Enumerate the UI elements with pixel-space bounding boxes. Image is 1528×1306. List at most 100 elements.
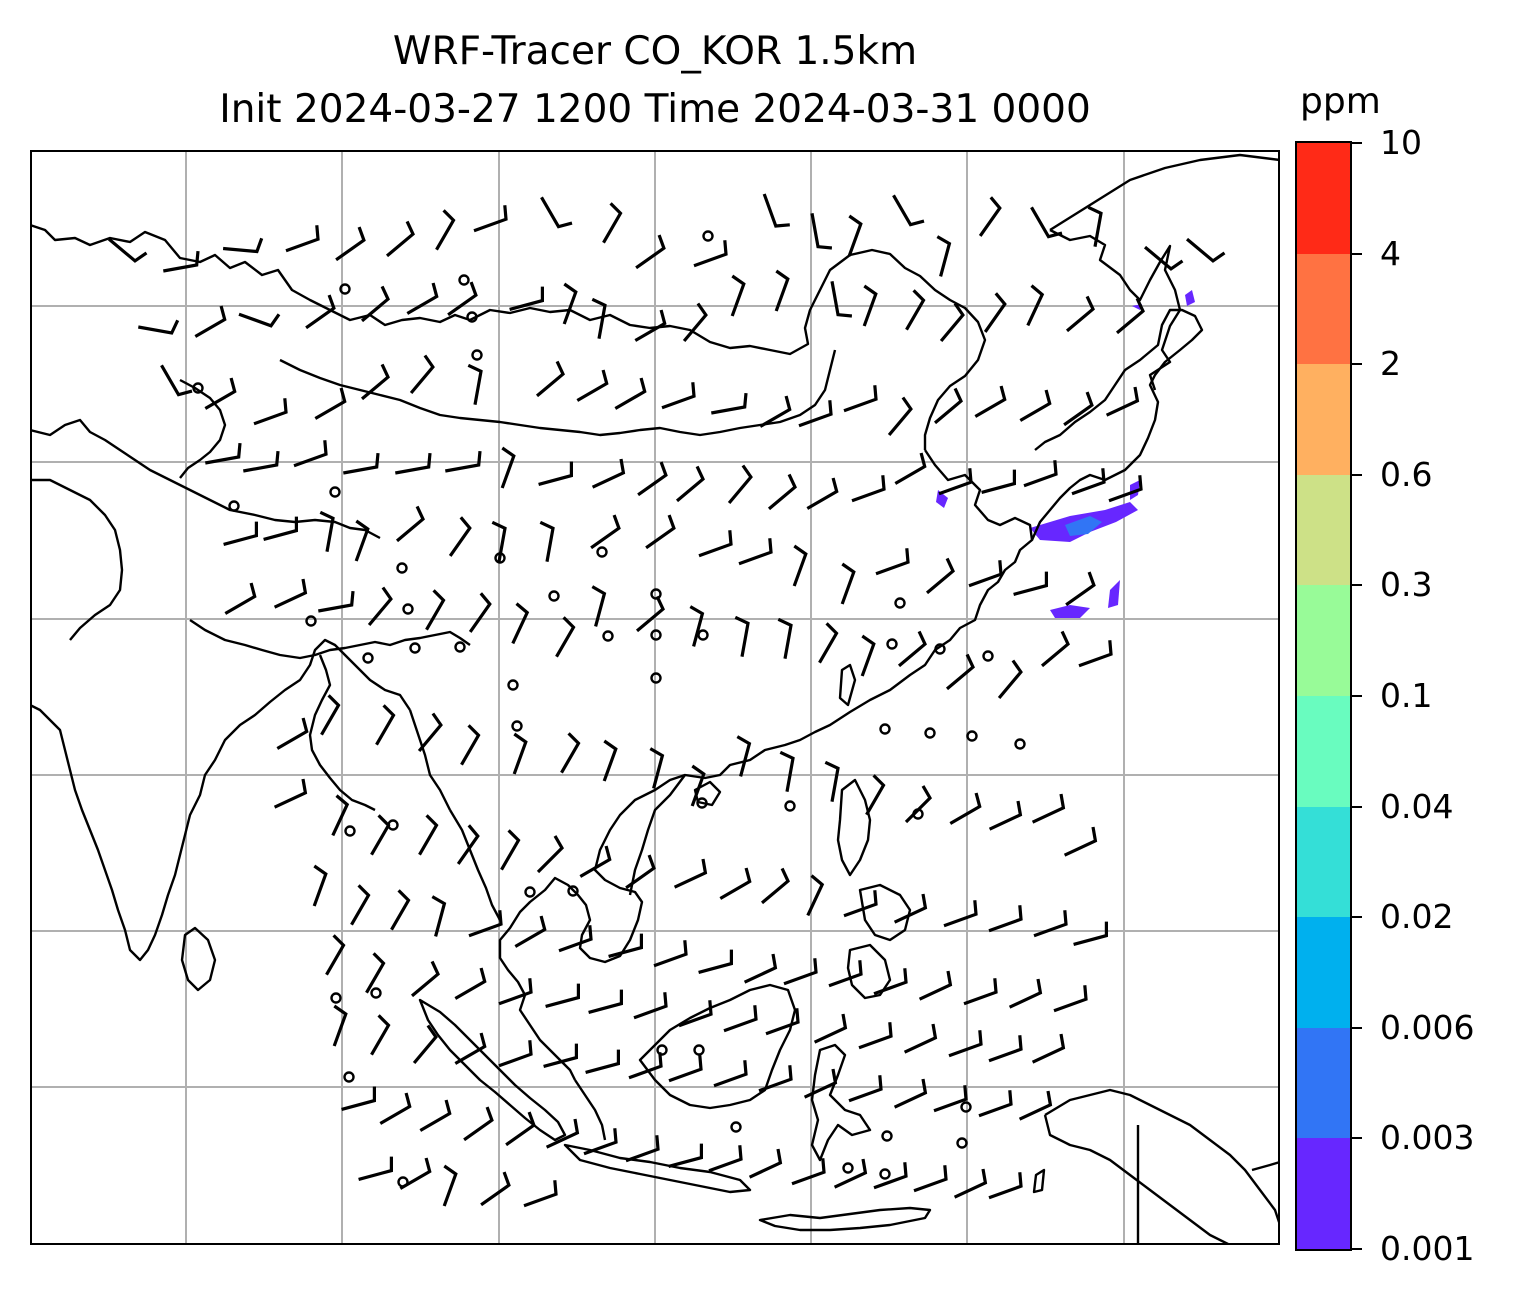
calm-wind-circle [934, 643, 946, 655]
calm-wind-circle [784, 800, 796, 812]
wind-barb [305, 294, 336, 330]
wind-barb [445, 450, 482, 473]
colorbar-segment [1297, 916, 1350, 1028]
coastline-segment [179, 378, 227, 479]
calm-wind-circle [697, 629, 709, 641]
wind-barb [562, 282, 578, 325]
colorbar-tick-label: 4 [1380, 233, 1401, 273]
wind-barb [343, 452, 380, 475]
wind-barb [806, 477, 839, 510]
wind-barb [602, 739, 618, 782]
calm-wind-circle [879, 1168, 891, 1180]
wind-barb [668, 1055, 703, 1083]
colorbar-tick-label: 0.001 [1380, 1229, 1475, 1268]
wind-barb [379, 1092, 412, 1125]
calm-wind-circle [305, 615, 317, 627]
calm-wind-circle [602, 630, 614, 642]
wind-barb [1033, 910, 1068, 938]
wind-barb [1108, 475, 1143, 503]
colorbar-segment [1297, 1027, 1350, 1139]
wind-barb [273, 578, 308, 609]
wind-barb [410, 960, 440, 998]
calm-wind-circle [370, 987, 382, 999]
wind-barb [943, 900, 978, 928]
wind-barb [331, 794, 350, 837]
wind-barb [777, 617, 793, 659]
wind-barb [848, 1075, 883, 1103]
wind-barb [545, 983, 580, 1008]
colorbar-tick [1352, 363, 1362, 366]
wind-barb [938, 468, 973, 496]
wind-barb [963, 978, 998, 1006]
colorbar-unit-label: ppm [1300, 81, 1381, 122]
wind-barb [988, 905, 1023, 933]
wind-barb [318, 590, 355, 613]
wind-barb [319, 510, 335, 552]
wind-barb [614, 377, 647, 410]
wind-barb [370, 1014, 391, 1056]
wind-barb [591, 297, 607, 339]
map-title-line-2: Init 2024-03-27 1200 Time 2024-03-31 000… [219, 87, 1091, 132]
calm-wind-circle [343, 1071, 355, 1083]
wind-barb [936, 235, 952, 277]
coastline-segment [1030, 473, 1106, 541]
wind-barb [273, 778, 308, 809]
wind-barb [390, 889, 411, 931]
wind-barb [865, 774, 886, 816]
wind-barb [442, 1164, 458, 1207]
wind-barb [223, 521, 258, 546]
coastline-segment [408, 709, 452, 811]
wind-barb [1018, 1090, 1053, 1121]
calm-wind-circle [339, 283, 351, 295]
colorbar-segment [1297, 474, 1350, 586]
wind-barb [399, 1157, 432, 1190]
wind-barb [354, 519, 370, 562]
wind-barb [243, 450, 280, 473]
coastline-segment [810, 1043, 872, 1162]
wind-barb [803, 1068, 838, 1099]
calm-wind-circle [842, 1162, 854, 1174]
wind-barb [224, 582, 257, 615]
wind-barb [698, 530, 733, 558]
wind-barb [602, 202, 623, 244]
wind-barb [263, 516, 298, 541]
wind-barb [1008, 978, 1043, 1009]
colorbar-tick [1352, 584, 1362, 587]
wind-barb [558, 925, 593, 953]
colorbar-segment [1297, 1137, 1350, 1249]
wind-barb [1030, 206, 1063, 239]
coastline-segment [30, 638, 411, 962]
wind-barb [512, 732, 528, 775]
wind-barb [693, 240, 728, 268]
wind-barb [160, 364, 193, 397]
coastline-segment [1049, 228, 1182, 391]
wind-barb [635, 595, 665, 633]
calm-wind-circle [693, 1044, 705, 1056]
coastline-segment [838, 663, 857, 707]
wind-barb [560, 732, 581, 774]
wind-barb [711, 392, 748, 415]
wind-barb [949, 792, 982, 825]
wind-barb [463, 1106, 494, 1142]
coastline-segment [180, 926, 217, 992]
wind-barb [858, 1022, 893, 1050]
tracer-patch [1108, 580, 1120, 608]
wind-barb [833, 1158, 868, 1189]
calm-wind-circle [924, 727, 936, 739]
wind-barb [668, 1143, 703, 1168]
wind-barb [375, 704, 396, 746]
colorbar-segment [1297, 584, 1350, 696]
wind-barb [894, 452, 927, 485]
wind-barb [892, 194, 925, 227]
wind-barb [431, 895, 447, 937]
calm-wind-circle [730, 1121, 742, 1133]
wind-barb [447, 281, 478, 317]
wind-barb [535, 360, 565, 398]
wind-barb [759, 395, 792, 428]
tracer-patch [1050, 605, 1090, 618]
wind-barb [460, 724, 481, 766]
wind-barb [645, 514, 676, 550]
wind-barb [828, 960, 863, 988]
wind-barb [590, 514, 621, 550]
wind-barb [806, 874, 825, 917]
